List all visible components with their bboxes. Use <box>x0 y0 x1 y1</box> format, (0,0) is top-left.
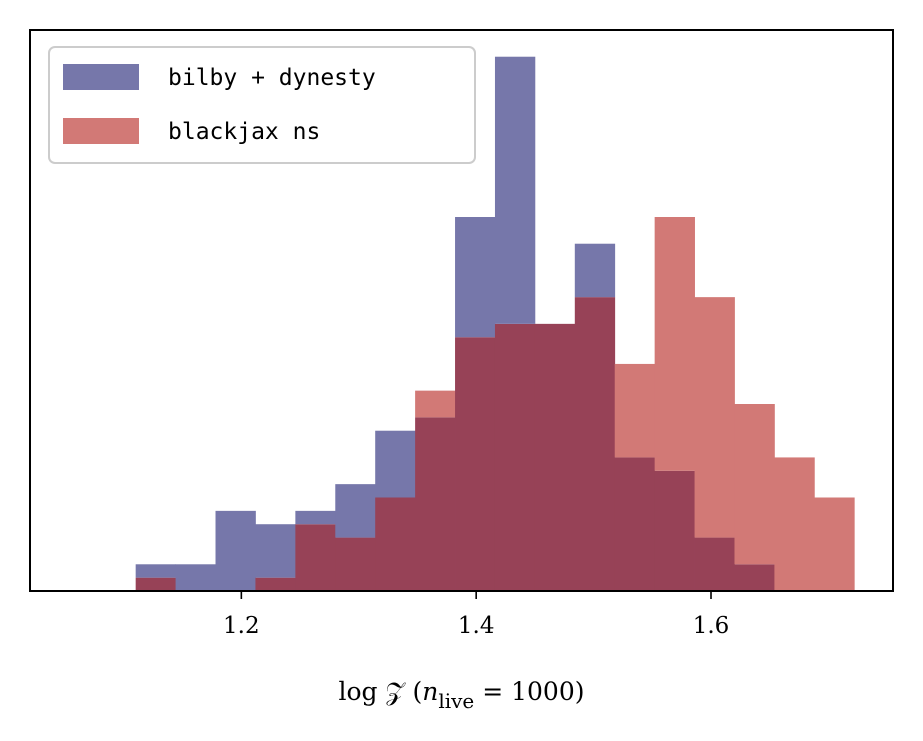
histogram-bar-bilby-dynesty <box>494 56 536 324</box>
legend-swatch <box>63 118 139 144</box>
histogram-bar-bilby-dynesty <box>295 510 336 525</box>
histogram-bar-blackjax-ns <box>734 404 775 565</box>
histogram-bar-overlap <box>335 537 376 591</box>
histogram-bar-overlap <box>455 337 496 591</box>
x-tick-label: 1.2 <box>223 613 260 639</box>
histogram-bar-overlap <box>574 297 616 591</box>
histogram-bar-blackjax-ns <box>614 363 656 458</box>
histogram-bar-bilby-dynesty <box>455 217 496 338</box>
histogram-bar-blackjax-ns <box>774 457 815 591</box>
x-tick-label: 1.6 <box>693 613 730 639</box>
legend-box <box>48 46 476 164</box>
histogram-bar-overlap <box>135 577 176 591</box>
legend-entry-label: bilby + dynesty <box>168 65 376 91</box>
plot-frame <box>29 29 894 592</box>
histogram-bar-overlap <box>375 497 416 591</box>
legend: bilby + dynesty blackjax ns <box>48 46 476 164</box>
histogram-bar-bilby-dynesty <box>135 564 176 578</box>
histogram-bar-bilby-dynesty <box>255 524 296 578</box>
histogram-bar-blackjax-ns <box>694 297 735 538</box>
histogram-bar-overlap <box>734 564 775 591</box>
histogram-bar-bilby-dynesty <box>175 564 216 591</box>
x-axis-label-prefix: log 𝒵 ( <box>339 677 423 706</box>
x-axis-ticks: 1.2 1.4 1.6 <box>223 591 729 639</box>
x-axis-label-n: n <box>422 677 438 706</box>
histogram-bar-blackjax-ns <box>814 497 855 591</box>
x-axis-label: log 𝒵 (nlive = 1000) <box>339 677 585 713</box>
histogram-bar-overlap <box>255 577 296 591</box>
histogram-bar-overlap <box>534 323 576 591</box>
legend-entry-label: blackjax ns <box>168 119 320 145</box>
histogram-bar-overlap <box>694 537 735 591</box>
histogram-bar-blackjax-ns <box>415 390 456 418</box>
histogram-bar-overlap <box>494 323 536 591</box>
histogram-bar-bilby-dynesty <box>215 510 256 591</box>
x-tick-label: 1.4 <box>458 613 495 639</box>
histogram-bar-blackjax-ns <box>654 217 695 471</box>
histogram-bar-bilby-dynesty <box>335 484 376 538</box>
histogram-bar-overlap <box>415 417 456 591</box>
histogram-bar-overlap <box>614 457 656 591</box>
histogram-bar-overlap <box>295 524 336 591</box>
histogram-bar-bilby-dynesty <box>574 243 616 298</box>
x-axis-label-suffix: = 1000) <box>474 677 584 706</box>
histogram-bar-bilby-dynesty <box>375 430 416 498</box>
x-axis-label-subscript: live <box>438 689 474 713</box>
histogram-bar-overlap <box>654 470 695 591</box>
histogram-bars <box>135 56 855 591</box>
legend-swatch <box>63 64 139 90</box>
